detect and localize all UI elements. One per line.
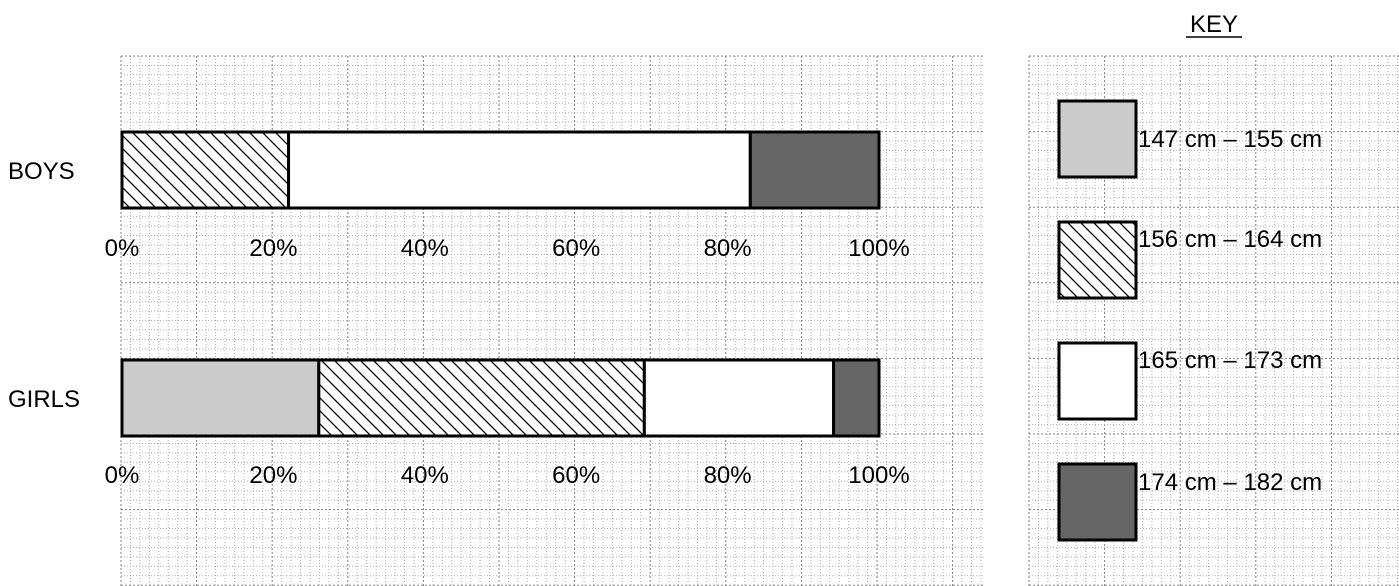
- legend-swatch-1: [1057, 99, 1138, 179]
- x-tick-label: 100%: [848, 462, 909, 489]
- x-tick-label: 0%: [105, 235, 140, 262]
- bar-boys-series-3: [287, 130, 752, 210]
- legend-swatch-4: [1057, 462, 1138, 542]
- labels: BOYS 0% 20% 40% 60% 80% 100% GIRLS 0% 20% 40% 60% 80…: [8, 158, 910, 489]
- x-tick-label: 60%: [552, 462, 600, 489]
- x-tick-label: 100%: [848, 235, 909, 262]
- x-tick-label: 20%: [249, 462, 297, 489]
- legend-label-2: 156 cm – 164 cm: [1138, 226, 1322, 253]
- bar-girls-series-3: [642, 358, 836, 438]
- legend-label-1: 147 cm – 155 cm: [1138, 126, 1322, 153]
- bar-boys-series-4: [748, 130, 881, 210]
- category-label-girls: GIRLS: [8, 386, 80, 413]
- legend-title: KEY: [1190, 11, 1238, 38]
- bar-boys-series-2: [120, 130, 291, 210]
- x-tick-label: 80%: [704, 235, 752, 262]
- category-label-boys: BOYS: [8, 158, 75, 185]
- x-tick-label: 60%: [552, 235, 600, 262]
- x-tick-label: 40%: [401, 462, 449, 489]
- legend-swatch-2: [1057, 220, 1138, 300]
- legend-swatch-3: [1057, 341, 1138, 421]
- legend: KEY 147 cm – 155 cm 156 cm – 164 cm 165 cm…: [1057, 11, 1322, 542]
- bar-girls-series-2: [317, 358, 646, 438]
- x-tick-label: 40%: [401, 235, 449, 262]
- x-tick-label: 80%: [704, 462, 752, 489]
- bars: [120, 130, 881, 438]
- x-tick-label: 20%: [249, 235, 297, 262]
- bar-girls-series-4: [832, 358, 881, 438]
- legend-label-4: 174 cm – 182 cm: [1138, 469, 1322, 496]
- x-tick-label: 0%: [105, 462, 140, 489]
- bar-girls-series-1: [120, 358, 321, 438]
- legend-label-3: 165 cm – 173 cm: [1138, 347, 1322, 374]
